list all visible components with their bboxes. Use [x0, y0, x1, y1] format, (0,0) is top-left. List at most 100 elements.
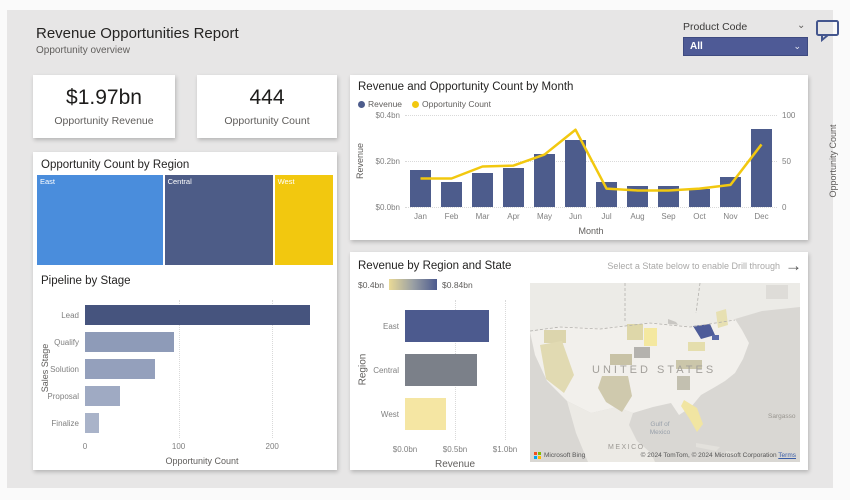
- scale-max-label: $0.84bn: [442, 279, 473, 290]
- gridline: [178, 300, 180, 438]
- category-label: Qualify: [54, 338, 79, 347]
- axis-tick-label: 200: [265, 442, 279, 451]
- legend-item-count[interactable]: Opportunity Count: [412, 99, 491, 109]
- right-axis-tick-label: 0: [782, 203, 787, 212]
- page-subtitle: Opportunity overview: [36, 45, 130, 56]
- pipeline-bar[interactable]: [85, 359, 156, 379]
- pipeline-title: Pipeline by Stage: [41, 275, 131, 287]
- map-label-gulf2: Mexico: [650, 429, 671, 436]
- slicer-label: Product Code: [683, 21, 748, 33]
- left-axis-tick-label: $0.4bn: [375, 111, 400, 120]
- legend-item-revenue[interactable]: Revenue: [358, 99, 402, 109]
- pipeline-bar[interactable]: [85, 413, 100, 433]
- drill-through-hint: Select a State below to enable Drill thr…: [607, 261, 780, 271]
- month-tick-label: Apr: [507, 212, 520, 221]
- month-tick-label: Sep: [661, 212, 676, 221]
- month-bar[interactable]: [689, 188, 710, 207]
- kpi-card-revenue[interactable]: $1.97bn Opportunity Revenue: [33, 75, 175, 138]
- month-bar[interactable]: [503, 167, 524, 207]
- y-axis-title: Sales Stage: [40, 343, 50, 393]
- axis-tick-label: $1.0bn: [492, 445, 518, 454]
- axis-tick-label: $0.0bn: [392, 445, 418, 454]
- axis-tick-label: 100: [171, 442, 186, 451]
- month-tick-label: Nov: [723, 212, 738, 221]
- opportunity-count-line: [420, 128, 763, 192]
- left-panel: Opportunity Count by Region East Central W…: [33, 152, 337, 470]
- chevron-down-icon: ⌄: [793, 41, 801, 51]
- category-label: Solution: [50, 365, 79, 374]
- region-chart-title: Revenue by Region and State: [358, 260, 512, 272]
- region-bar-chart: $0.0bn $0.5bn $1.0bn East Central West Revenue…: [350, 252, 808, 470]
- category-label: Lead: [61, 311, 79, 320]
- month-bar[interactable]: [565, 140, 586, 207]
- map-label-country: UNITED STATES: [592, 364, 716, 376]
- left-axis-tick-label: $0.2bn: [375, 157, 400, 166]
- region-treemap: East Central West: [37, 175, 334, 265]
- product-code-dropdown[interactable]: All ⌄: [683, 37, 808, 56]
- bing-brand: Microsoft Bing: [534, 451, 585, 459]
- month-tick-label: Jun: [569, 212, 582, 221]
- map-canvas: UNITED STATES Gulf of Mexico MEXICO Sarg…: [530, 283, 800, 462]
- left-axis-tick-label: $0.0bn: [375, 203, 400, 212]
- us-map[interactable]: UNITED STATES Gulf of Mexico MEXICO Sarg…: [530, 283, 800, 462]
- pipeline-bar[interactable]: [85, 305, 310, 325]
- month-panel: Revenue and Opportunity Count by Month R…: [350, 75, 838, 240]
- treemap-tile-label: East: [40, 177, 56, 186]
- month-tick-label: Feb: [444, 212, 459, 221]
- month-tick-label: Oct: [693, 212, 706, 221]
- legend: Revenue Opportunity Count: [358, 99, 491, 109]
- treemap-title: Opportunity Count by Region: [41, 159, 190, 171]
- microsoft-logo-icon: [534, 451, 541, 459]
- gridline: [405, 115, 777, 116]
- kpi-value: $1.97bn: [66, 86, 142, 109]
- map-label-sargasso: Sargasso: [768, 413, 796, 420]
- month-bar[interactable]: [472, 172, 493, 207]
- treemap-tile[interactable]: West: [274, 175, 334, 265]
- pipeline-bar[interactable]: [85, 332, 174, 352]
- treemap-tile[interactable]: Central: [164, 175, 273, 265]
- right-axis-tick-label: 100: [782, 111, 796, 120]
- y-axis-title: Region: [357, 353, 369, 386]
- drill-arrow-icon[interactable]: →: [785, 256, 802, 275]
- y-axis-title-left: Revenue: [355, 142, 365, 180]
- color-scale-legend: $0.4bn $0.84bn: [358, 279, 473, 290]
- legend-dot: [412, 100, 420, 108]
- x-axis-title: Revenue: [434, 459, 476, 470]
- gridline: [505, 300, 506, 440]
- month-bar[interactable]: [534, 154, 555, 207]
- treemap-tile-label: West: [277, 177, 295, 186]
- region-panel: Revenue by Region and State Select a Sta…: [350, 252, 808, 470]
- treemap-tile[interactable]: East: [37, 175, 163, 265]
- month-bar[interactable]: [441, 181, 462, 207]
- gridline: [272, 300, 274, 438]
- category-label: Central: [373, 366, 399, 375]
- month-tick-label: Jul: [601, 212, 612, 221]
- category-label: East: [382, 322, 399, 331]
- pipeline-chart: 0 100 200 Lead Qualify Solution Proposal Finali…: [33, 152, 337, 470]
- kpi-label: Opportunity Count: [224, 115, 310, 127]
- terms-link[interactable]: Terms: [778, 452, 796, 459]
- month-bar[interactable]: [751, 128, 772, 207]
- treemap-tile-label: Central: [167, 177, 192, 186]
- map-copyright: © 2024 TomTom, © 2024 Microsoft Corporat…: [640, 452, 796, 459]
- dropdown-selected-value: All: [690, 41, 703, 52]
- legend-label: Revenue: [368, 99, 403, 109]
- axis-tick-label: $0.5bn: [442, 445, 468, 454]
- month-tick-label: Dec: [754, 212, 769, 221]
- kpi-card-count[interactable]: 444 Opportunity Count: [197, 75, 337, 138]
- map-attribution: Microsoft Bing © 2024 TomTom, © 2024 Mic…: [530, 449, 800, 462]
- category-label: Finalize: [51, 419, 79, 428]
- chevron-down-icon[interactable]: ⌄: [797, 20, 806, 31]
- comment-icon[interactable]: [815, 18, 841, 47]
- report-canvas: Revenue Opportunities Report Opportunity…: [7, 10, 839, 488]
- x-axis-title: Month: [578, 226, 604, 236]
- legend-dot: [358, 100, 365, 108]
- gridline: [405, 207, 777, 208]
- map-label-gulf1: Gulf of: [650, 421, 669, 428]
- scale-min-label: $0.4bn: [358, 279, 384, 290]
- region-bar[interactable]: [405, 310, 489, 342]
- pipeline-bar[interactable]: [85, 386, 120, 406]
- region-bar[interactable]: [405, 398, 446, 430]
- region-bar[interactable]: [405, 354, 477, 386]
